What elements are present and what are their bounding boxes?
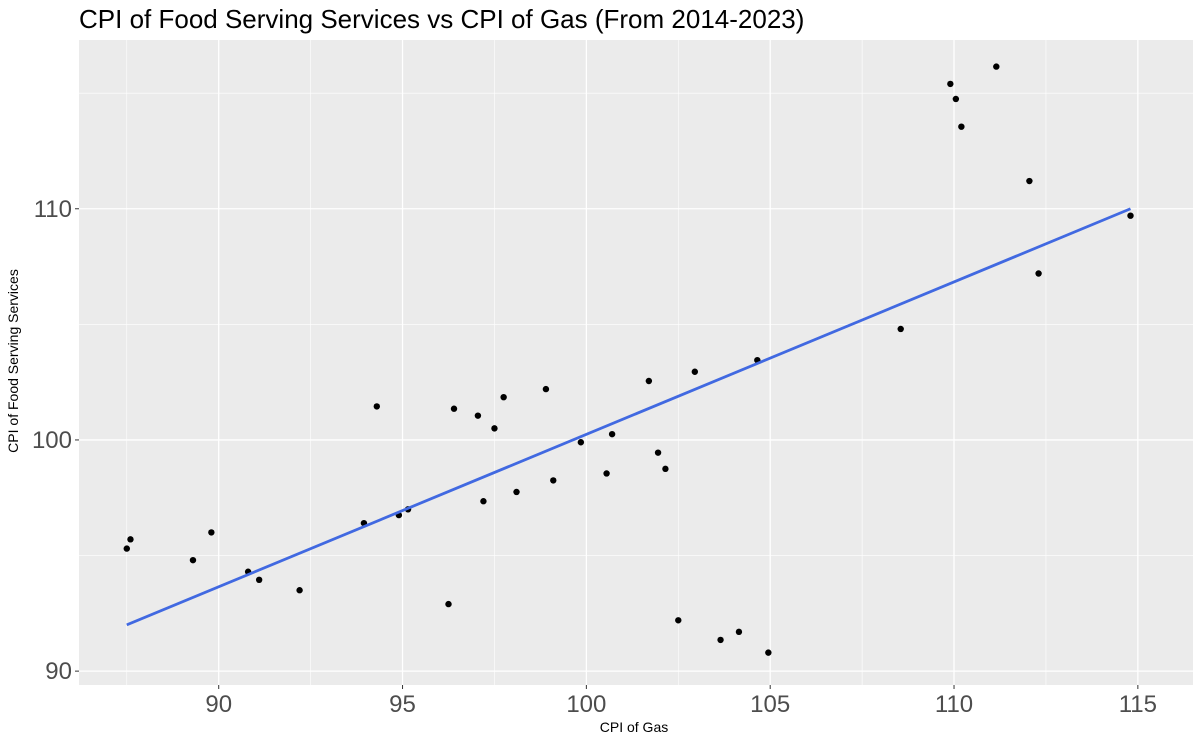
data-point	[127, 536, 134, 543]
data-point	[491, 425, 498, 432]
x-axis: 90 95 100 105 110 115	[205, 685, 1157, 718]
data-point	[123, 545, 130, 552]
y-axis-title: CPI of Food Serving Services	[5, 269, 21, 453]
data-point	[947, 80, 954, 88]
x-axis-title: CPI of Gas	[600, 719, 668, 735]
y-tick-label: 100	[32, 427, 72, 454]
data-point	[513, 488, 520, 496]
data-point	[373, 403, 381, 410]
data-point	[500, 393, 507, 401]
plot-panel	[79, 40, 1193, 685]
data-point	[952, 95, 960, 103]
data-point	[445, 600, 452, 608]
x-tick-label: 95	[389, 691, 416, 718]
data-point	[662, 465, 669, 473]
data-point	[717, 636, 724, 644]
plot-background	[79, 40, 1193, 685]
y-tick-label: 110	[34, 196, 72, 223]
x-tick-label: 115	[1119, 691, 1157, 718]
data-point	[654, 449, 662, 456]
data-point	[542, 385, 550, 393]
data-point	[735, 628, 743, 636]
x-tick-label: 100	[566, 691, 606, 718]
data-point	[603, 470, 610, 477]
trend-line	[126, 207, 1132, 627]
data-point	[1127, 212, 1134, 219]
data-point	[296, 587, 303, 594]
x-tick-label: 110	[935, 691, 973, 718]
data-point	[450, 405, 458, 412]
y-tick-label: 90	[45, 658, 72, 685]
data-point	[765, 649, 772, 656]
data-point	[474, 412, 482, 419]
data-point	[897, 325, 904, 333]
data-point	[958, 123, 965, 130]
data-point	[480, 498, 487, 505]
data-point	[577, 439, 585, 446]
data-point	[645, 377, 653, 385]
data-point	[1026, 177, 1033, 185]
data-point	[189, 556, 197, 564]
data-point	[1035, 270, 1042, 277]
data-point	[608, 430, 616, 438]
data-point	[208, 529, 215, 536]
chart-title: CPI of Food Serving Services vs CPI of G…	[79, 4, 804, 34]
data-point	[255, 576, 263, 584]
x-tick-label: 105	[750, 691, 790, 718]
data-point	[993, 63, 1000, 70]
x-tick-label: 90	[205, 691, 232, 718]
data-point	[675, 617, 682, 624]
data-point	[691, 368, 699, 375]
data-point	[550, 477, 557, 484]
y-axis: 90 100 110	[32, 196, 79, 685]
